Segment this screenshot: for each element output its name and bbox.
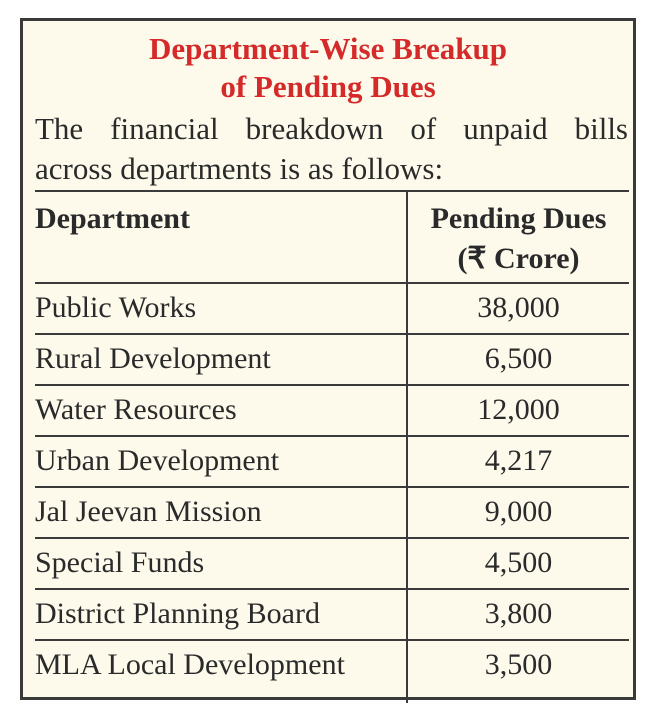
row-dues: 12,000 [477, 393, 560, 426]
row-department: Special Funds [35, 546, 205, 579]
row-rule [35, 282, 629, 284]
title-line-2: of Pending Dues [220, 69, 436, 104]
pending-dues-box: Department-Wise Breakup of Pending Dues … [20, 18, 636, 703]
header-dues-line-2: (₹ Crore) [457, 242, 580, 275]
row-department: Water Resources [35, 393, 237, 426]
header-dues-line-1: Pending Dues [430, 202, 607, 235]
row-department: Rural Development [35, 342, 271, 375]
intro-line-2: across departments is as follows: [35, 151, 444, 186]
row-rule [35, 588, 629, 590]
column-divider [406, 192, 408, 703]
intro-line-1: The financial breakdown of unpaid bills [35, 111, 628, 146]
title-line-1: Department-Wise Breakup [149, 31, 507, 66]
row-department: Urban Development [35, 444, 280, 477]
row-department: MLA Local Development [35, 648, 345, 681]
row-department: Public Works [35, 291, 197, 324]
row-dues: 38,000 [477, 291, 560, 324]
header-top-rule [35, 190, 629, 192]
row-department: Jal Jeevan Mission [35, 495, 262, 528]
row-rule [35, 639, 629, 641]
row-department: District Planning Board [35, 597, 320, 630]
row-dues: 6,500 [484, 342, 553, 375]
row-rule [35, 486, 629, 488]
row-dues: 4,217 [484, 444, 553, 477]
row-dues: 3,800 [484, 597, 553, 630]
row-rule [35, 435, 629, 437]
header-department: Department [35, 202, 190, 235]
row-rule [35, 537, 629, 539]
row-dues: 9,000 [484, 495, 553, 528]
row-rule [35, 333, 629, 335]
row-rule [35, 384, 629, 386]
row-dues: 4,500 [484, 546, 553, 579]
row-dues: 3,500 [484, 648, 553, 681]
